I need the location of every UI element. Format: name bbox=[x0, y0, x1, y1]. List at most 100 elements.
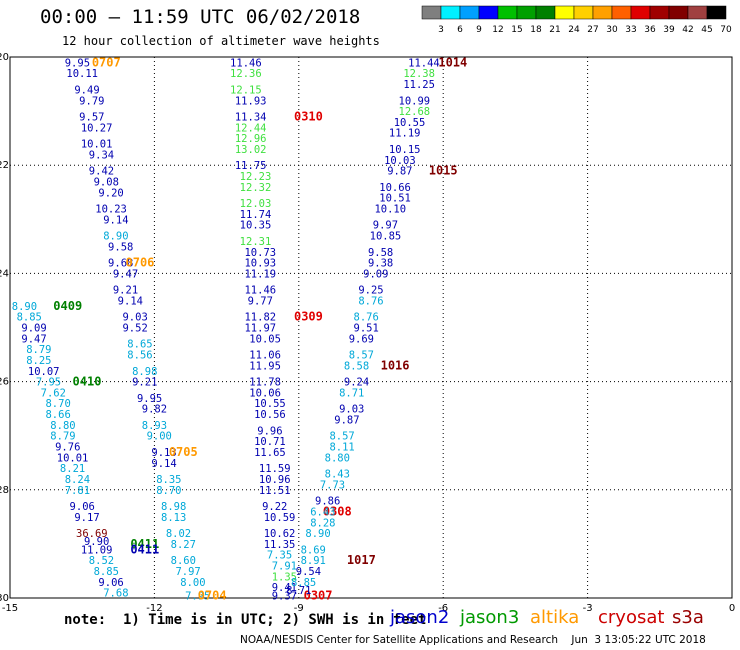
wave-height-point: 11.97 bbox=[244, 323, 276, 335]
y-tick-label: -24 bbox=[0, 268, 9, 279]
colorbar-label: 45 bbox=[701, 25, 712, 35]
wave-height-point: 7.73 bbox=[320, 479, 345, 491]
chart-subtitle: 12 hour collection of altimeter wave hei… bbox=[62, 34, 380, 48]
wave-height-point: 9.87 bbox=[334, 414, 359, 426]
wave-height-point: 9.17 bbox=[74, 512, 99, 524]
colorbar-swatch bbox=[668, 5, 689, 20]
wave-height-point: 9.22 bbox=[262, 501, 287, 513]
wave-height-point: 11.78 bbox=[249, 377, 281, 389]
wave-height-point: 9.96 bbox=[257, 425, 282, 437]
colorbar-label: 33 bbox=[625, 25, 636, 35]
y-tick-label: -20 bbox=[0, 52, 9, 63]
wave-height-point: 11.09 bbox=[81, 544, 113, 556]
wave-height-point: 9.49 bbox=[74, 84, 99, 96]
wave-height-point: 8.11 bbox=[329, 442, 354, 454]
colorbar-label: 12 bbox=[492, 25, 503, 35]
wave-height-point: 9.06 bbox=[98, 577, 123, 589]
wave-height-point: 9.69 bbox=[349, 333, 374, 345]
colorbar-swatch bbox=[611, 5, 632, 20]
colorbar-label: 36 bbox=[644, 25, 656, 35]
wave-height-point: 8.35 bbox=[156, 474, 181, 486]
wave-height-point: 1.35 bbox=[272, 571, 297, 583]
wave-height-point: 10.73 bbox=[244, 247, 276, 259]
colorbar-swatch bbox=[497, 5, 518, 20]
wave-height-point: 10.01 bbox=[57, 452, 89, 464]
wave-height-point: 8.21 bbox=[60, 463, 85, 475]
wave-height-point: 11.74 bbox=[240, 209, 272, 221]
wave-height-point: 11.06 bbox=[249, 350, 281, 362]
pass-time-label: 1014 bbox=[438, 55, 467, 69]
colorbar-swatch bbox=[687, 5, 708, 20]
wave-height-point: 10.99 bbox=[399, 95, 431, 107]
wave-height-point: 9.90 bbox=[84, 536, 109, 548]
chart-title: 00:00 – 11:59 UTC 06/02/2018 bbox=[40, 6, 361, 28]
wave-height-point: 10.03 bbox=[384, 155, 416, 167]
pass-time-label: 0410 bbox=[73, 375, 102, 389]
wave-height-point: 10.05 bbox=[249, 333, 281, 345]
wave-height-point: 11.93 bbox=[235, 95, 267, 107]
wave-height-point: 9.34 bbox=[89, 149, 114, 161]
wave-height-point: 12.32 bbox=[240, 182, 272, 194]
y-tick-label: -26 bbox=[0, 377, 9, 388]
wave-height-point: 7.81 bbox=[65, 485, 90, 497]
wave-height-point: 8.98 bbox=[161, 501, 186, 513]
wave-height-point: 7.91 bbox=[272, 561, 297, 573]
wave-height-point: 9.97 bbox=[373, 220, 398, 232]
x-tick-label: -12 bbox=[146, 603, 162, 614]
wave-height-point: 10.15 bbox=[389, 144, 421, 156]
pass-time-label: 0307 bbox=[304, 588, 333, 602]
wave-height-point: 10.55 bbox=[394, 117, 426, 129]
colorbar-swatch bbox=[706, 5, 727, 20]
wave-height-point: 9.87 bbox=[387, 166, 412, 178]
wave-height-point: 12.44 bbox=[235, 122, 267, 134]
colorbar-label: 39 bbox=[663, 25, 675, 35]
colorbar-label: 18 bbox=[530, 25, 542, 35]
wave-height-point: 8.52 bbox=[89, 555, 114, 567]
wave-height-point: 8.57 bbox=[349, 350, 374, 362]
y-tick-label: -28 bbox=[0, 485, 9, 496]
wave-height-point: 13.02 bbox=[235, 144, 267, 156]
wave-height-point: 8.85 bbox=[94, 566, 119, 578]
wave-height-point: 10.11 bbox=[66, 68, 98, 80]
wave-height-point: 8.24 bbox=[65, 474, 90, 486]
wave-height-point: 11.51 bbox=[259, 485, 291, 497]
wave-height-point: 9.68 bbox=[108, 258, 133, 270]
wave-height-point: 8.80 bbox=[50, 420, 75, 432]
wave-height-point: 9.03 bbox=[339, 404, 364, 416]
wave-height-point: 12.36 bbox=[230, 68, 262, 80]
colorbar-swatch bbox=[649, 5, 670, 20]
wave-height-point: 10.27 bbox=[81, 122, 113, 134]
wave-height-point: 10.62 bbox=[264, 528, 296, 540]
wave-height-point: 9.95 bbox=[137, 393, 162, 405]
wave-height-point: 8.91 bbox=[301, 555, 326, 567]
wave-height-point: 10.55 bbox=[254, 398, 286, 410]
colorbar-swatch bbox=[535, 5, 556, 20]
wave-height-point: 12.23 bbox=[240, 171, 272, 183]
wave-height-point: 9.21 bbox=[113, 285, 138, 297]
wave-height-point: 7.95 bbox=[185, 590, 210, 602]
wave-height-point: 11.19 bbox=[244, 268, 276, 280]
wave-height-point: 10.56 bbox=[254, 409, 286, 421]
wave-height-point: 11.75 bbox=[235, 160, 267, 172]
colorbar-label: 27 bbox=[587, 25, 598, 35]
wave-height-point: 12.03 bbox=[240, 198, 272, 210]
wave-height-point: 9.47 bbox=[113, 268, 138, 280]
colorbar-swatch bbox=[440, 5, 461, 20]
wave-height-point: 7.97 bbox=[175, 566, 200, 578]
wave-height-point: 10.59 bbox=[264, 512, 296, 524]
legend-altika: altika bbox=[530, 607, 580, 628]
wave-height-point: 9.76 bbox=[55, 442, 80, 454]
colorbar-label: 6 bbox=[457, 25, 463, 35]
colorbar-swatch bbox=[421, 5, 442, 20]
wave-height-point: 8.90 bbox=[103, 231, 128, 243]
wave-height-point: 11.35 bbox=[264, 539, 296, 551]
wave-height-point: 12.38 bbox=[403, 68, 435, 80]
wave-height-point: 10.35 bbox=[240, 220, 272, 232]
wave-height-point: 8.13 bbox=[161, 512, 186, 524]
wave-height-point: 9.25 bbox=[358, 285, 383, 297]
colorbar-label: 3 bbox=[438, 25, 444, 35]
wave-height-point: 9.06 bbox=[70, 501, 95, 513]
wave-height-point: 11.34 bbox=[235, 112, 267, 124]
wave-height-point: 8.90 bbox=[305, 528, 330, 540]
